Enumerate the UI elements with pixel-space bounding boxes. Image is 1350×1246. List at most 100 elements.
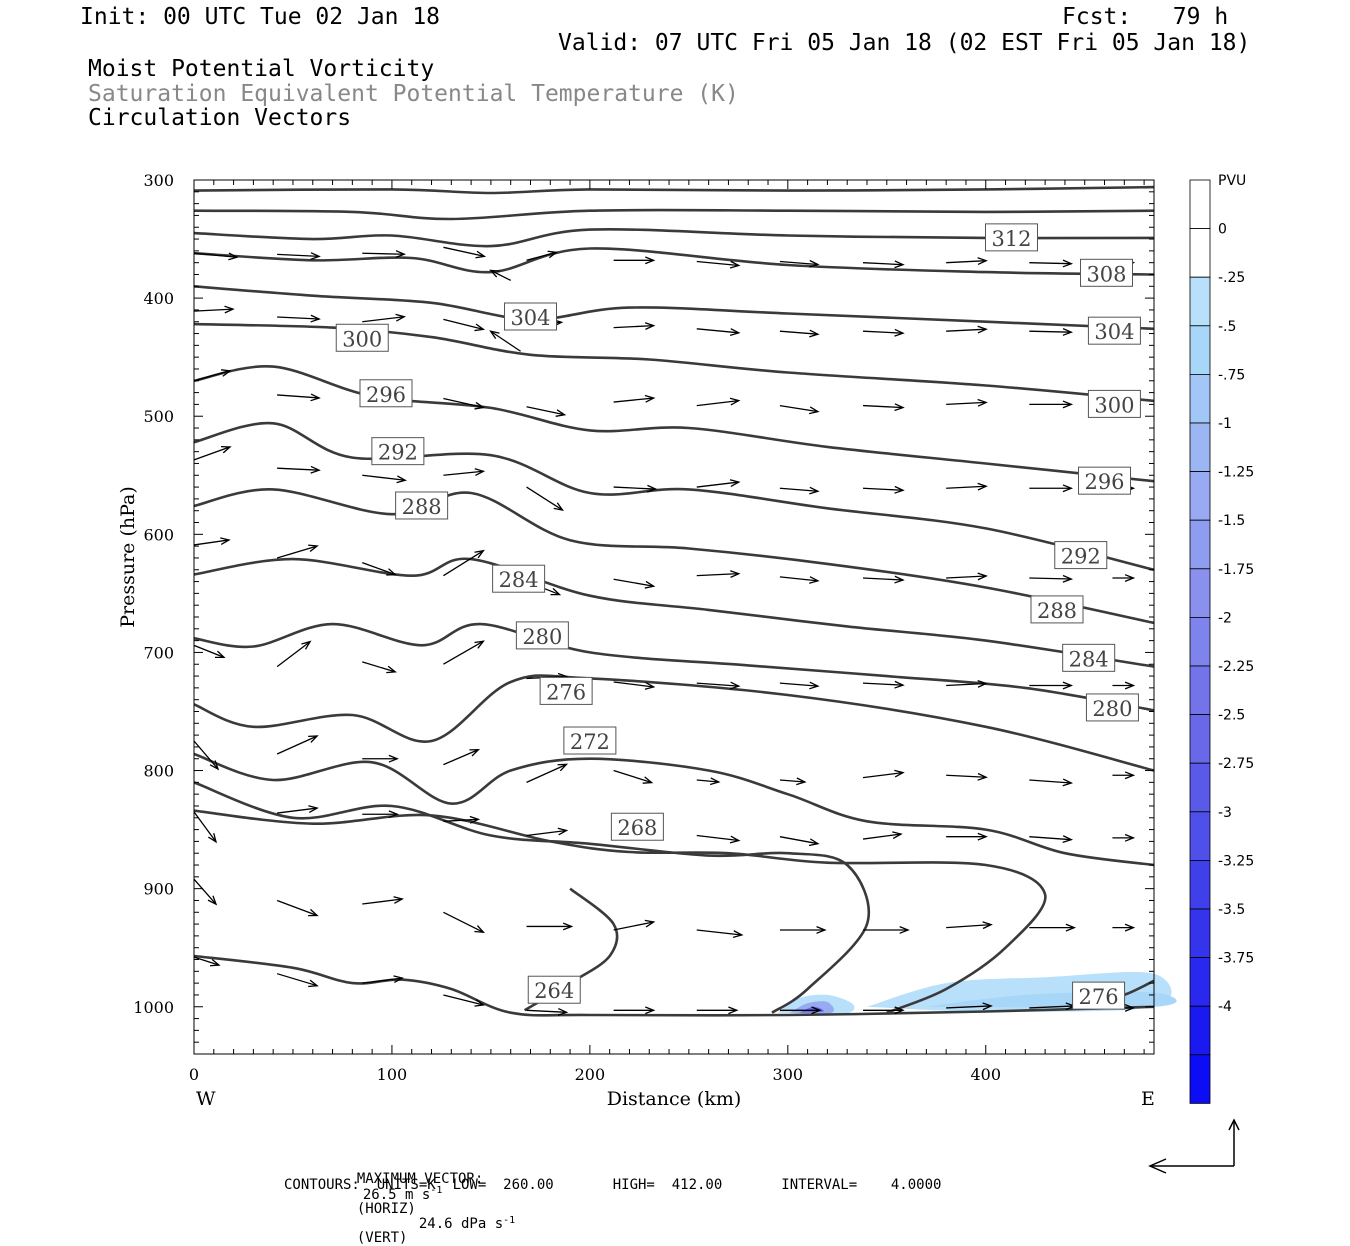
vector-arrowhead	[396, 475, 407, 484]
circulation-vector	[946, 923, 992, 929]
vector-arrowhead	[557, 827, 569, 836]
vector-arrowhead	[1062, 259, 1074, 268]
circulation-vector	[526, 486, 563, 511]
circulation-vector	[443, 911, 484, 933]
vector-arrowhead	[395, 250, 406, 258]
colorbar-swatch	[1189, 762, 1211, 813]
vector-arrowhead	[228, 252, 239, 261]
circulation-vector	[946, 260, 987, 264]
vector-arrowhead	[977, 325, 988, 334]
horiz-unit-exponent: -1	[430, 1185, 443, 1196]
contour-label-box	[1079, 258, 1133, 287]
vector-arrowhead	[977, 572, 988, 581]
vector-arrowhead	[550, 587, 562, 596]
circulation-vector	[277, 316, 320, 320]
circulation-vector	[490, 269, 511, 281]
vector-arrowhead	[474, 925, 485, 934]
vector-arrowhead	[220, 445, 232, 454]
vector-arrowhead	[301, 640, 312, 650]
contour-label-box	[984, 223, 1038, 252]
vector-arrowhead	[1062, 574, 1074, 583]
x-tick-label: 200	[575, 1065, 606, 1084]
circulation-vector	[362, 661, 396, 673]
contour-label-264: 264	[534, 979, 574, 1003]
vector-arrowhead	[644, 919, 656, 928]
colorbar-tick-label: -1	[1218, 416, 1232, 432]
circulation-vector	[443, 318, 484, 330]
contour-label-300: 300	[1094, 393, 1134, 417]
contour-label-box	[563, 726, 617, 755]
circulation-vector	[193, 252, 238, 258]
vector-arrowhead	[469, 815, 481, 824]
theta-contour-292	[193, 421, 1155, 572]
circulation-vector	[443, 640, 484, 665]
vector-arrowhead	[220, 537, 231, 546]
max-vector-label: MAXIMUM VECTOR:	[356, 1171, 484, 1187]
colorbar-tick-label: -3.25	[1218, 853, 1254, 869]
colorbar-tick-label: -1.75	[1218, 562, 1254, 578]
colorbar-tick-label: -4	[1218, 999, 1232, 1015]
x-axis-west-label: W	[196, 1088, 216, 1110]
circulation-vector	[443, 397, 484, 409]
circulation-vector	[362, 898, 403, 905]
circulation-vector	[862, 487, 904, 491]
vector-arrowhead	[894, 575, 905, 584]
circulation-vector	[779, 576, 818, 582]
circulation-vector	[277, 807, 318, 814]
circulation-vector	[1029, 1005, 1075, 1009]
circulation-vector	[696, 929, 742, 936]
vector-arrowhead	[644, 682, 656, 690]
theta-contour-304	[193, 285, 1155, 331]
circulation-vector	[613, 578, 654, 587]
vector-arrowhead	[809, 329, 820, 338]
circulation-vector	[526, 251, 557, 261]
axis-ticks-layer: 0 100 200 300 400 300 400 500 600 700 800 900 1000	[133, 171, 1154, 1084]
contour-label-box	[492, 564, 546, 593]
circulation-vector	[946, 575, 987, 579]
colorbar-tick-label: -3	[1218, 805, 1232, 821]
circulation-vector	[276, 545, 318, 559]
circulation-vector	[779, 260, 818, 266]
contour-label-300: 300	[342, 327, 382, 351]
vector-arrowhead	[207, 895, 218, 906]
vector-arrowhead	[982, 921, 993, 930]
contour-label-box	[1030, 595, 1084, 624]
contour-label-276: 276	[1079, 985, 1119, 1009]
vector-arrowhead	[808, 838, 820, 847]
contour-label-284: 284	[1069, 647, 1109, 671]
forecast-hour: Fcst: 79 h	[1062, 4, 1229, 30]
vector-arrowhead	[386, 568, 397, 576]
vector-arrowhead	[475, 250, 487, 259]
circulation-vector	[862, 577, 904, 581]
circulation-vector	[862, 682, 904, 686]
vector-arrowhead	[553, 502, 565, 512]
vector-arrowhead	[1124, 771, 1136, 780]
circulation-vector	[362, 316, 405, 323]
pv-colorbar: 0 -.25 -.5 -.75 -1 -1.25 -1.5 -1.75 -2 -2.25 -2.5 -…	[1189, 179, 1254, 1104]
vector-arrowhead	[1062, 681, 1074, 690]
vector-arrowhead	[388, 754, 399, 763]
contour-labels-layer: 312 308 304 304 300 300 296 296 292 292 288 288 284 2…	[335, 223, 1141, 1010]
vector-arrowhead	[729, 681, 741, 690]
colorbar-tick-label: -.25	[1218, 270, 1245, 286]
vector-arrowhead	[474, 549, 485, 559]
vector-arrowhead	[894, 485, 905, 494]
max-vector-line: MAXIMUM VECTOR: 26.5 m s-1 (HORIZ) 24.6 …	[340, 1158, 515, 1245]
colorbar-swatch	[1189, 617, 1211, 667]
circulation-vector	[696, 834, 739, 842]
vector-arrowhead	[816, 926, 827, 934]
contour-label-box	[1087, 316, 1141, 345]
circulation-vector	[779, 404, 818, 413]
vector-arrowhead	[1062, 400, 1074, 409]
colorbar-tick-label: -3.5	[1218, 902, 1245, 918]
circulation-vector	[862, 262, 904, 266]
contour-label-box	[1054, 541, 1108, 570]
horiz-tag: (HORIZ)	[356, 1200, 416, 1217]
theta-contour-288	[193, 488, 1155, 625]
circulation-vector	[193, 740, 219, 770]
colorbar-tick-label: -.75	[1218, 367, 1245, 383]
vector-arrowhead	[393, 896, 404, 904]
circulation-vector	[946, 1005, 992, 1009]
circulation-vector	[443, 246, 485, 257]
circulation-vector	[362, 562, 396, 576]
